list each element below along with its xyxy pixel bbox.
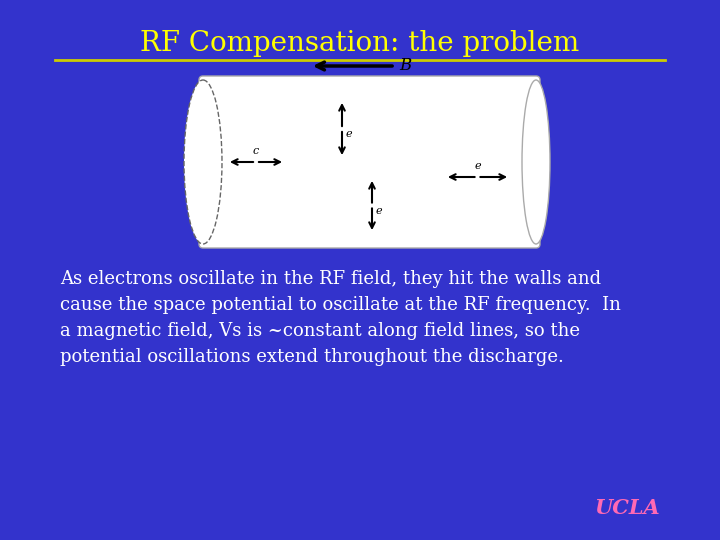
Text: UCLA: UCLA <box>594 498 660 518</box>
Text: cause the space potential to oscillate at the RF frequency.  In: cause the space potential to oscillate a… <box>60 296 621 314</box>
Text: As electrons oscillate in the RF field, they hit the walls and: As electrons oscillate in the RF field, … <box>60 270 601 288</box>
Ellipse shape <box>522 80 550 244</box>
Ellipse shape <box>184 80 222 244</box>
Text: potential oscillations extend throughout the discharge.: potential oscillations extend throughout… <box>60 348 564 366</box>
Text: B: B <box>399 57 411 75</box>
Text: RF Compensation: the problem: RF Compensation: the problem <box>140 30 580 57</box>
Text: e: e <box>376 206 382 215</box>
Text: e: e <box>346 129 353 139</box>
Text: e: e <box>474 161 481 171</box>
Text: c: c <box>253 146 259 156</box>
FancyBboxPatch shape <box>199 76 540 248</box>
Text: a magnetic field, Vs is ~constant along field lines, so the: a magnetic field, Vs is ~constant along … <box>60 322 580 340</box>
